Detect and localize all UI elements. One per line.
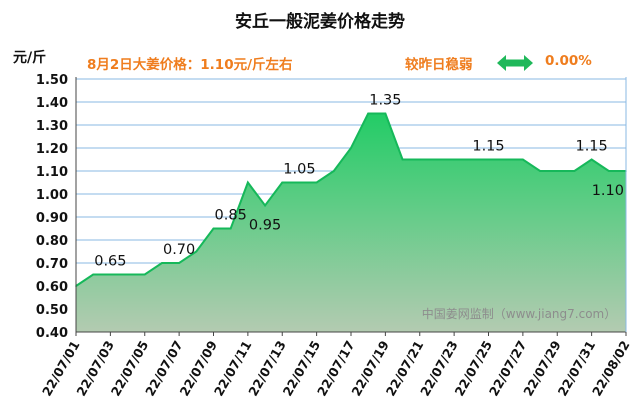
price-point bbox=[522, 158, 524, 161]
y-tick-label: 0.70 bbox=[36, 257, 68, 272]
price-point bbox=[298, 181, 301, 184]
price-point bbox=[573, 170, 576, 172]
y-tick-label: 1.00 bbox=[36, 188, 68, 203]
price-point bbox=[418, 158, 421, 161]
y-tick-label: 0.60 bbox=[36, 280, 68, 295]
price-note: 8月2日大姜价格：1.10元/斤左右 bbox=[87, 57, 293, 73]
price-point bbox=[401, 158, 404, 161]
y-tick-label: 0.80 bbox=[36, 234, 68, 249]
price-point bbox=[92, 273, 94, 276]
y-tick-label: 1.20 bbox=[36, 142, 68, 157]
chart-title: 安丘一般泥姜价格走势 bbox=[235, 12, 405, 32]
price-area bbox=[76, 113, 626, 332]
price-point bbox=[195, 250, 198, 253]
data-label: 1.15 bbox=[575, 139, 607, 155]
data-label: 1.05 bbox=[283, 162, 315, 178]
price-point bbox=[504, 158, 507, 161]
price-point bbox=[367, 112, 369, 115]
watermark: 中国姜网监制（www.jiang7.com） bbox=[422, 306, 616, 321]
y-tick-label: 0.90 bbox=[36, 211, 68, 226]
price-point bbox=[161, 262, 163, 264]
double-arrow-icon bbox=[497, 55, 533, 71]
price-point bbox=[212, 227, 215, 230]
data-label: 1.10 bbox=[592, 183, 624, 199]
price-point bbox=[350, 147, 352, 149]
price-point bbox=[315, 181, 318, 184]
y-tick-label: 0.50 bbox=[36, 303, 68, 318]
price-point bbox=[178, 262, 180, 264]
price-point bbox=[143, 273, 146, 276]
data-label: 0.70 bbox=[163, 242, 195, 258]
y-tick-label: 1.10 bbox=[36, 165, 68, 180]
data-label: 1.35 bbox=[369, 93, 401, 109]
data-label: 1.15 bbox=[472, 139, 504, 155]
data-label: 0.95 bbox=[249, 218, 281, 234]
y-tick-label: 1.40 bbox=[36, 96, 68, 111]
price-point bbox=[281, 181, 284, 184]
trend-label: 较昨日稳弱 bbox=[405, 57, 473, 73]
price-point bbox=[229, 227, 232, 230]
price-point bbox=[556, 170, 559, 172]
price-point bbox=[590, 158, 593, 161]
price-point bbox=[333, 170, 335, 172]
price-point bbox=[539, 170, 541, 172]
y-axis-unit: 元/斤 bbox=[13, 50, 47, 66]
data-label: 0.85 bbox=[215, 208, 247, 224]
price-point bbox=[487, 158, 490, 161]
price-point bbox=[608, 170, 610, 172]
price-point bbox=[384, 112, 387, 115]
price-point bbox=[109, 273, 112, 276]
price-point bbox=[436, 158, 438, 161]
y-tick-label: 0.40 bbox=[36, 326, 68, 341]
price-point bbox=[126, 273, 129, 276]
trend-percent: 0.00% bbox=[545, 53, 592, 69]
y-tick-label: 1.50 bbox=[36, 73, 68, 88]
price-point bbox=[247, 181, 249, 184]
price-point bbox=[470, 158, 473, 161]
price-point bbox=[264, 204, 266, 207]
y-tick-label: 1.30 bbox=[36, 119, 68, 134]
data-label: 0.65 bbox=[94, 254, 126, 270]
price-point bbox=[453, 158, 455, 161]
